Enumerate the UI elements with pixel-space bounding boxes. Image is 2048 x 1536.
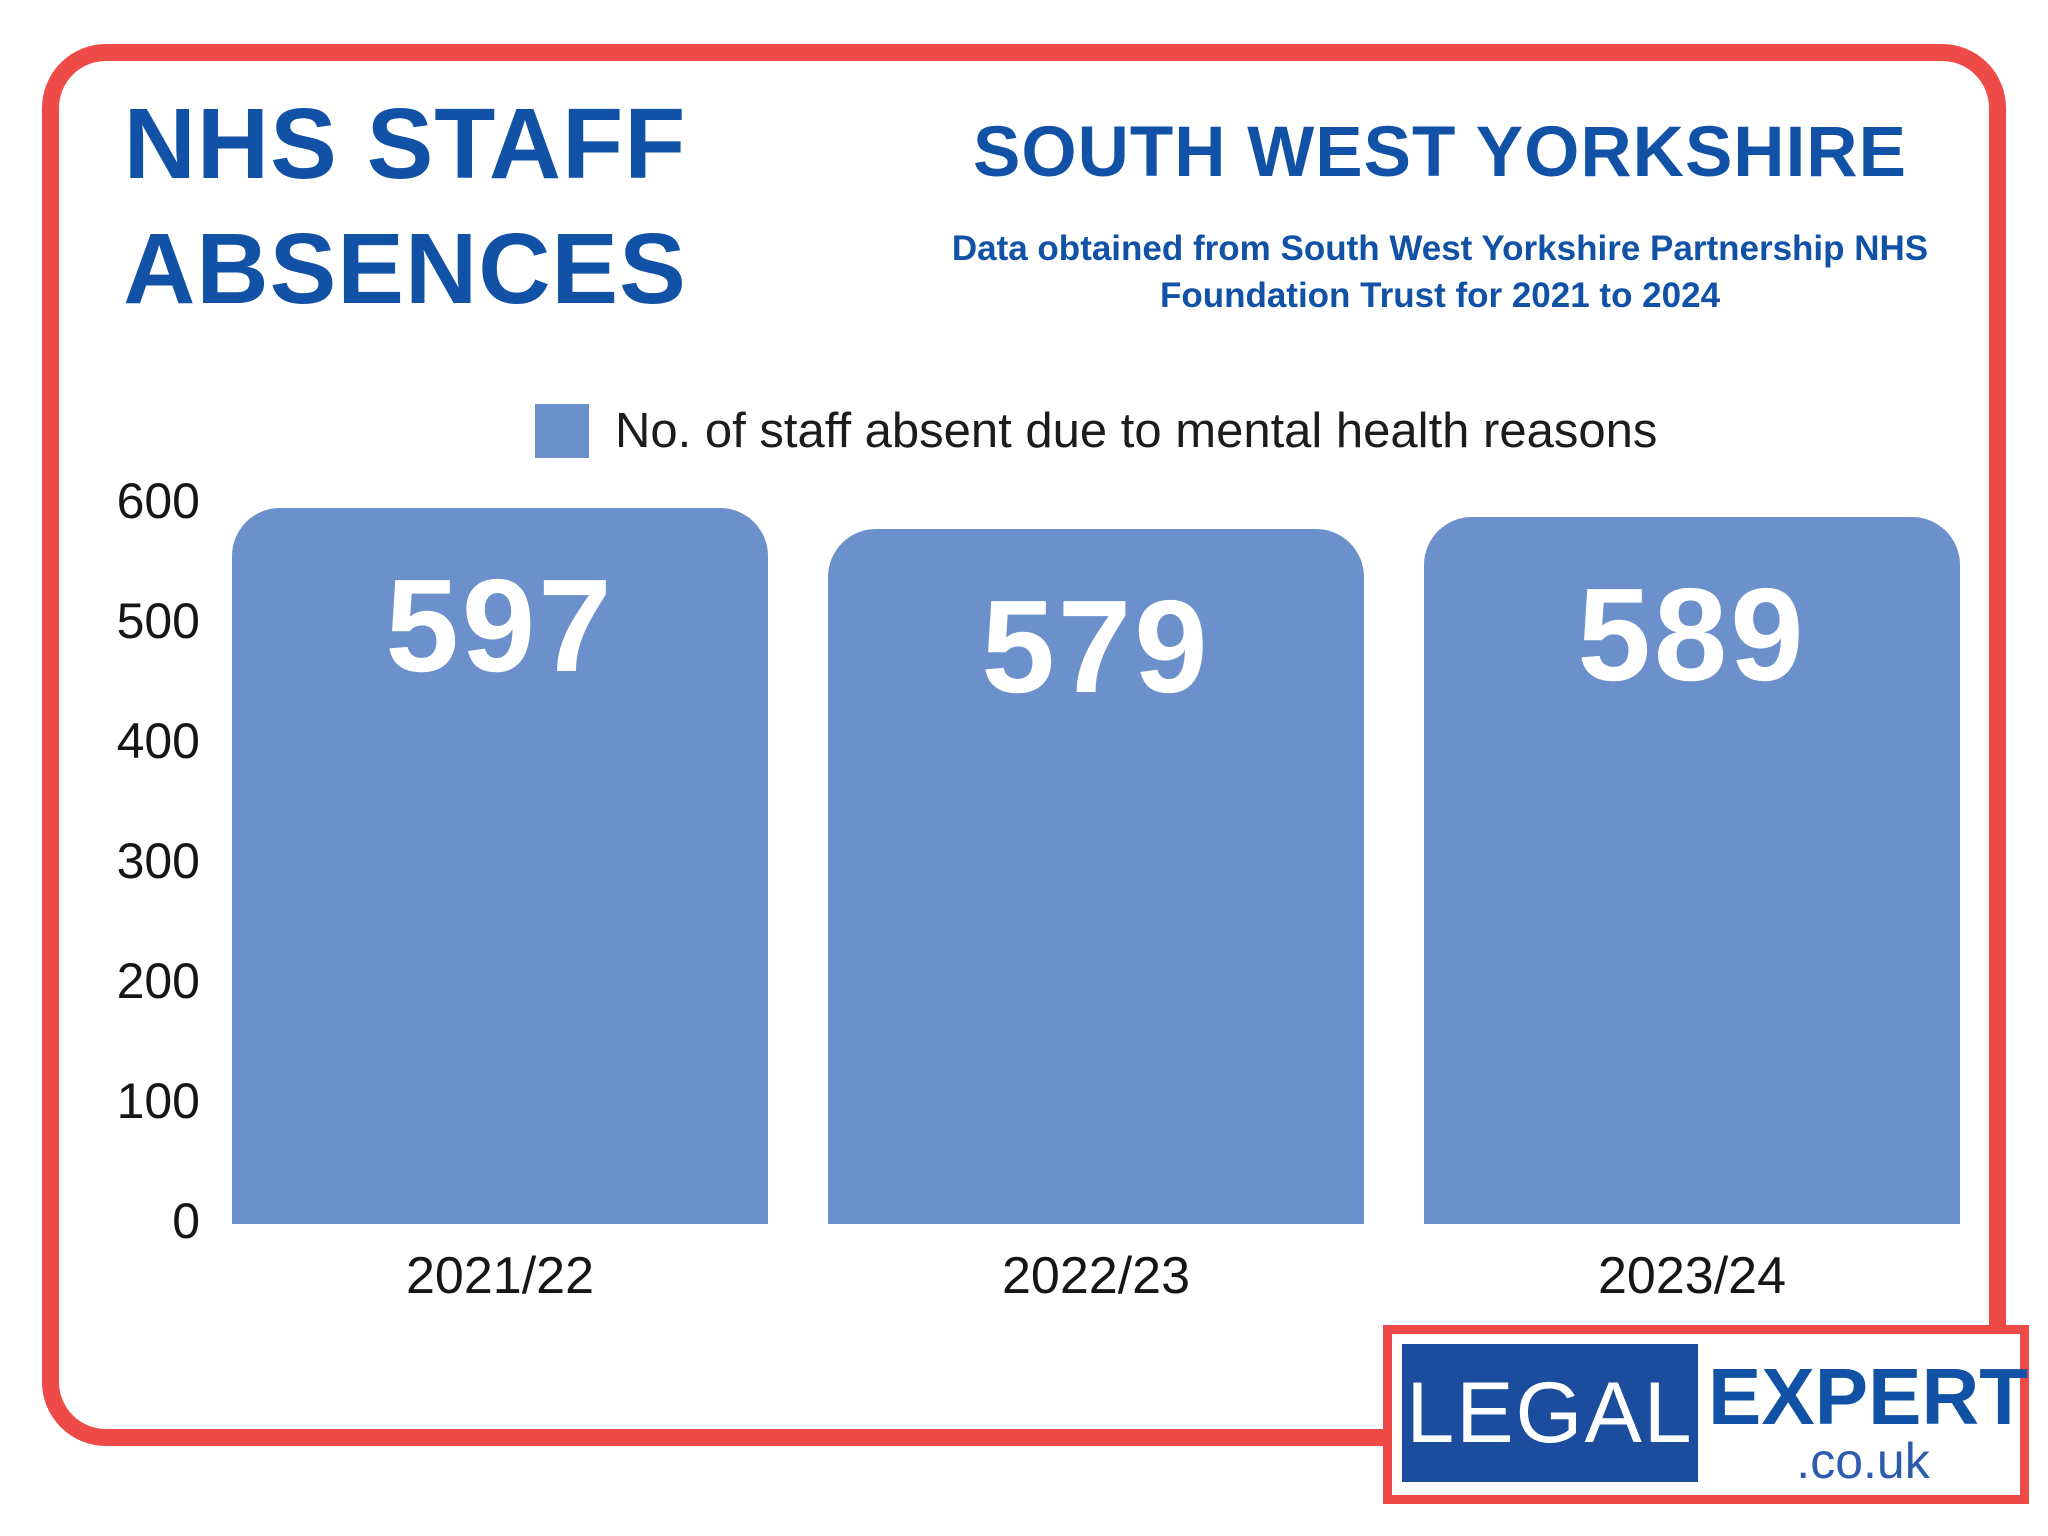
legend-label: No. of staff absent due to mental health…	[615, 404, 1658, 458]
y-axis-tick-label: 400	[116, 713, 200, 769]
y-axis-tick-label: 300	[116, 833, 200, 889]
x-axis-category-label: 2022/23	[1002, 1247, 1190, 1305]
bar-2023/24: 589	[1424, 517, 1960, 1224]
bar-value-label: 579	[981, 573, 1211, 721]
logo-right-block: EXPERT .co.uk	[1708, 1352, 2029, 1489]
data-source-line2: Foundation Trust for 2021 to 2024	[1159, 276, 1721, 315]
y-axis-tick-label: 500	[116, 593, 200, 649]
logo-couk-text: .co.uk	[1796, 1433, 1930, 1489]
y-axis-tick-label: 0	[172, 1193, 200, 1249]
bar-value-label: 589	[1577, 561, 1807, 709]
logo-expert-text: EXPERT	[1708, 1352, 2029, 1441]
y-axis-tick-label: 200	[116, 953, 200, 1009]
x-axis-category-label: 2023/24	[1598, 1247, 1786, 1305]
logo-legal-text: LEGAL	[1406, 1364, 1694, 1461]
logo-legal-box: LEGAL	[1402, 1344, 1698, 1482]
legend-swatch-icon	[535, 404, 589, 458]
chart-legend: No. of staff absent due to mental health…	[535, 403, 1657, 459]
data-source-note: Data obtained from South West Yorkshire …	[890, 225, 1990, 319]
bar-value-label: 597	[385, 551, 615, 699]
bar-2021/22: 597	[232, 507, 768, 1224]
data-source-line1: Data obtained from South West Yorkshire …	[951, 229, 1929, 268]
y-axis-tick-label: 600	[116, 473, 200, 529]
legal-expert-logo: LEGAL EXPERT .co.uk	[1383, 1325, 2029, 1504]
page-title-line1: NHS STAFF	[123, 88, 687, 200]
page-title: NHS STAFF ABSENCES	[105, 82, 705, 332]
page-title-line2: ABSENCES	[123, 213, 687, 325]
region-title: SOUTH WEST YORKSHIRE	[973, 113, 1907, 192]
y-axis-tick-label: 100	[116, 1073, 200, 1129]
bar-2022/23: 579	[828, 529, 1364, 1224]
region-header: SOUTH WEST YORKSHIRE Data obtained from …	[890, 112, 1990, 319]
x-axis-category-label: 2021/22	[406, 1247, 594, 1305]
